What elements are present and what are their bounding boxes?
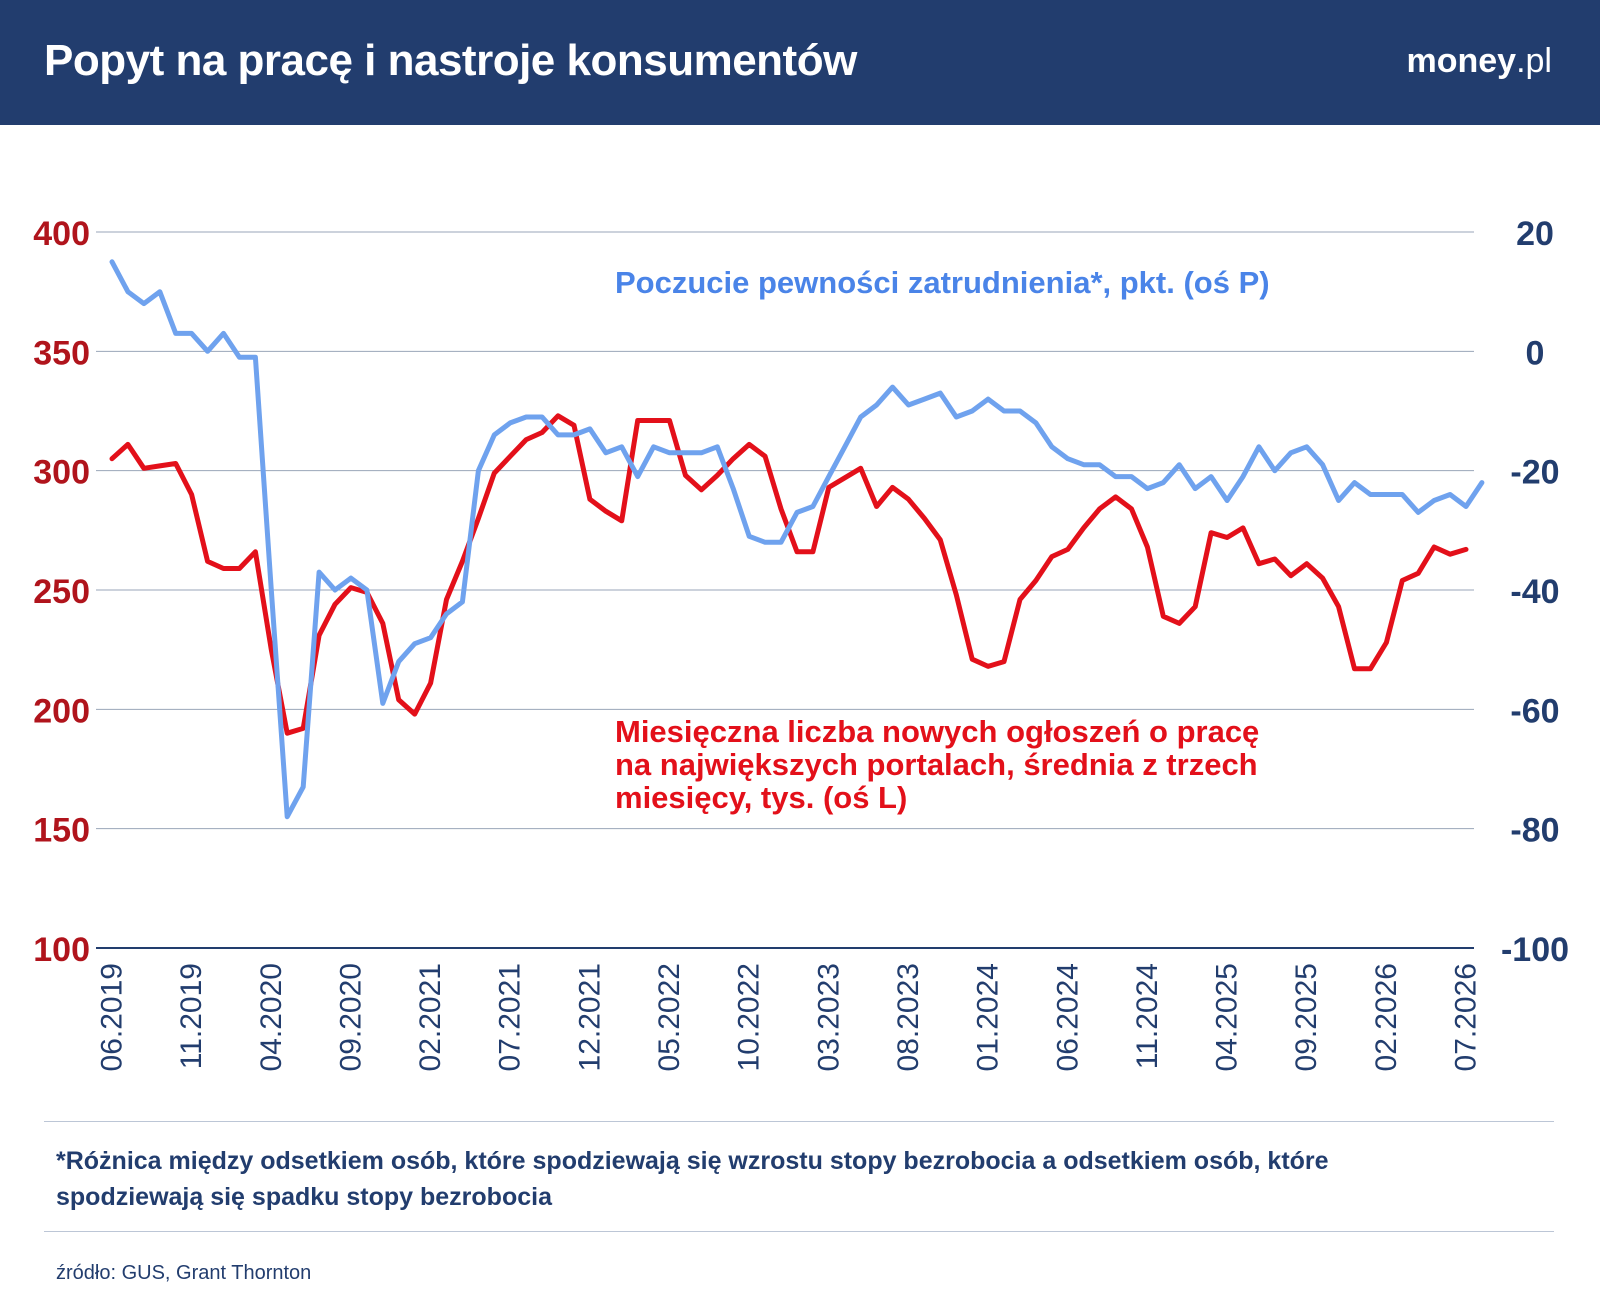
right-tick-label: 0	[1526, 334, 1545, 372]
left-tick-label: 300	[33, 454, 90, 492]
right-tick-label: -80	[1510, 812, 1559, 850]
right-tick-label: -20	[1510, 454, 1559, 492]
left-tick-label: 100	[33, 931, 90, 969]
series-line-red	[109, 413, 1469, 736]
x-tick-label: 07.2021	[494, 963, 527, 1071]
series-label-red-line: miesięcy, tys. (oś L)	[615, 780, 907, 815]
separator-top	[44, 1121, 1554, 1122]
series-label-blue: Poczucie pewności zatrudnienia*, pkt. (o…	[615, 265, 1270, 300]
series-line-blue	[109, 259, 1485, 820]
right-tick-label: 20	[1516, 215, 1554, 253]
x-tick-label: 06.2024	[1051, 963, 1084, 1071]
grid-lines	[96, 231, 1474, 949]
series-lines	[109, 259, 1485, 820]
left-tick-label: 150	[33, 812, 90, 850]
source-note: źródło: GUS, Grant Thornton	[56, 1262, 312, 1284]
left-axis-ticks: 100 150 200 250 300 350 400	[33, 215, 90, 969]
header-bar: Popyt na pracę i nastroje konsumentów mo…	[0, 0, 1600, 125]
x-axis-ticks: 06.2019 11.2019 04.2020 09.2020 02.2021 07.20…	[96, 963, 1483, 1071]
x-tick-label: 12.2021	[573, 963, 606, 1071]
left-tick-label: 350	[33, 334, 90, 372]
x-tick-label: 01.2024	[972, 963, 1005, 1071]
x-tick-label: 09.2020	[334, 963, 367, 1071]
footnote: *Różnica między odsetkiem osób, które sp…	[56, 1147, 1329, 1211]
separator-bottom	[44, 1231, 1554, 1232]
x-tick-label: 08.2023	[892, 963, 925, 1071]
x-tick-label: 04.2025	[1211, 963, 1244, 1071]
x-tick-label: 02.2021	[414, 963, 447, 1071]
x-tick-label: 04.2020	[255, 963, 288, 1071]
left-tick-label: 250	[33, 573, 90, 611]
page-title: Popyt na pracę i nastroje konsumentów	[44, 36, 857, 85]
right-axis-ticks: -100 -80 -60 -40 -20 0 20	[1501, 215, 1569, 969]
x-tick-label: 02.2026	[1370, 963, 1403, 1071]
left-tick-label: 200	[33, 692, 90, 730]
logo-text-bold: money	[1406, 42, 1517, 80]
x-tick-label: 05.2022	[653, 963, 686, 1071]
series-label-red-line: Miesięczna liczba nowych ogłoszeń o prac…	[615, 714, 1259, 749]
x-tick-label: 11.2019	[175, 963, 208, 1069]
series-label-red-line: na największych portalach, średnia z trz…	[615, 747, 1258, 782]
x-tick-label: 03.2023	[812, 963, 845, 1071]
series-label-red: Miesięczna liczba nowych ogłoszeń o prac…	[615, 714, 1259, 815]
right-tick-label: -40	[1510, 573, 1559, 611]
logo[interactable]: money.pl	[1406, 42, 1552, 81]
x-tick-label: 10.2022	[733, 963, 766, 1071]
logo-text-light: .pl	[1516, 42, 1552, 80]
x-tick-label: 09.2025	[1290, 963, 1323, 1071]
x-tick-label: 07.2026	[1450, 963, 1483, 1071]
x-tick-label: 11.2024	[1131, 963, 1164, 1069]
right-tick-label: -100	[1501, 931, 1569, 969]
right-tick-label: -60	[1510, 692, 1559, 730]
x-tick-label: 06.2019	[96, 963, 129, 1071]
left-tick-label: 400	[33, 215, 90, 253]
